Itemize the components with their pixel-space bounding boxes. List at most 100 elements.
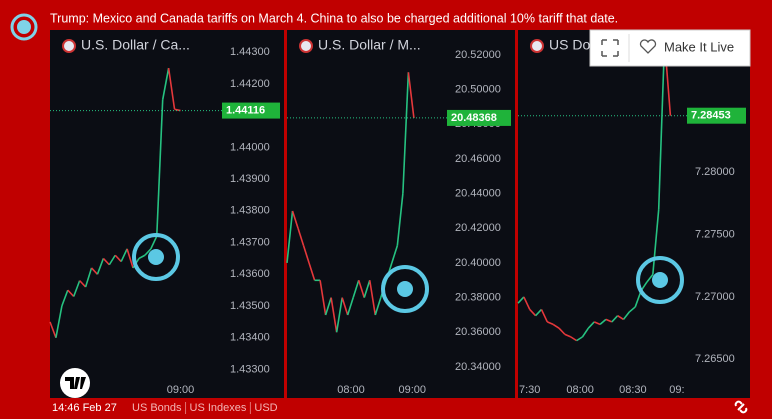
- heart-icon[interactable]: [639, 39, 657, 54]
- last-price-label: 7.28453: [691, 110, 731, 122]
- y-tick-label: 20.50000: [455, 84, 501, 96]
- y-tick-label: 20.36000: [455, 326, 501, 338]
- highlight-ring: [636, 256, 684, 304]
- price-segment: [55, 305, 63, 338]
- y-tick-label: 20.34000: [455, 361, 501, 373]
- price-segment: [102, 257, 110, 266]
- price-segment: [96, 258, 105, 275]
- flag-icon: [530, 39, 544, 53]
- price-segment: [374, 297, 382, 316]
- price-segment: [396, 193, 404, 246]
- panel-bg: [50, 30, 284, 398]
- price-segment: [657, 41, 666, 210]
- price-segment: [120, 248, 128, 262]
- price-segment: [49, 321, 57, 339]
- last-price-tag: [222, 102, 280, 119]
- price-segment: [552, 323, 560, 329]
- price-segment: [652, 209, 660, 275]
- y-tick-label: 1.44000: [230, 141, 270, 153]
- chart-title: U.S. Dollar / M...: [318, 37, 421, 53]
- last-price-label: 20.48368: [451, 112, 497, 124]
- price-segment: [535, 308, 543, 317]
- live-icon-dot: [17, 20, 31, 34]
- price-segment: [79, 280, 87, 288]
- highlight-dot: [397, 281, 413, 297]
- price-segment: [61, 289, 69, 307]
- y-tick-label: 20.52000: [455, 49, 501, 61]
- price-segment: [291, 210, 299, 229]
- price-segment: [402, 72, 410, 194]
- price-segment: [546, 321, 554, 326]
- highlight-ring: [132, 233, 180, 281]
- y-tick-label: 20.44000: [455, 188, 501, 200]
- x-tick-label: 08:30: [619, 384, 647, 396]
- price-segment: [308, 262, 316, 281]
- footer-tag[interactable]: US Bonds: [132, 402, 182, 414]
- price-segment: [581, 327, 590, 338]
- footer-tag[interactable]: USD: [254, 402, 277, 414]
- price-segment: [599, 318, 607, 326]
- price-segment: [628, 306, 636, 313]
- link-icon[interactable]: [734, 400, 748, 414]
- x-tick-label: 09:: [669, 384, 684, 396]
- last-price-tag: [447, 109, 511, 126]
- price-segment: [167, 67, 176, 110]
- y-tick-label: 7.26500: [695, 353, 735, 365]
- highlight-dot: [148, 249, 164, 265]
- y-tick-label: 1.43300: [230, 363, 270, 375]
- x-tick-label: 09:00: [398, 384, 426, 396]
- price-segment: [407, 72, 415, 119]
- y-tick-label: 7.27500: [695, 228, 735, 240]
- price-segment: [540, 309, 549, 323]
- x-tick-label: 09:00: [167, 384, 195, 396]
- y-tick-label: 7.28000: [695, 166, 735, 178]
- flag-icon: [62, 39, 76, 53]
- price-segment: [605, 318, 613, 323]
- expand-icon[interactable]: [601, 39, 619, 57]
- price-segment: [622, 311, 631, 320]
- price-segment: [570, 336, 578, 342]
- y-tick-label: 20.46000: [455, 153, 501, 165]
- price-segment: [346, 297, 354, 316]
- price-segment: [67, 289, 75, 298]
- panel-bg: [518, 30, 750, 398]
- y-tick-label: 1.43600: [230, 268, 270, 280]
- price-segment: [297, 228, 305, 246]
- price-segment: [587, 321, 595, 329]
- y-tick-label: 1.43900: [230, 173, 270, 185]
- popup-box: [589, 29, 751, 67]
- footer-tag[interactable]: US Indexes: [190, 402, 247, 414]
- price-segment: [391, 245, 399, 264]
- price-segment: [363, 280, 371, 298]
- y-tick-label: 20.42000: [455, 222, 501, 234]
- chart-panel: 20.5200020.5000020.4800020.4600020.44000…: [286, 30, 515, 398]
- price-segment: [335, 297, 343, 333]
- price-segment: [72, 280, 81, 297]
- price-segment: [161, 67, 170, 100]
- price-segment: [302, 245, 310, 264]
- y-tick-label: 20.38000: [455, 292, 501, 304]
- chart-panel: 7.28000 7.27500 7.27000 7.26500 7:30 08:00 08:…: [517, 30, 750, 398]
- tv-logo-shape: [65, 377, 86, 389]
- y-tick-label: 1.43500: [230, 300, 270, 312]
- flag-icon: [299, 39, 313, 53]
- price-segment: [517, 296, 525, 304]
- highlight-dot: [652, 272, 668, 288]
- price-segment: [357, 280, 366, 298]
- price-segment: [319, 280, 327, 316]
- price-segment: [523, 296, 531, 310]
- live-icon: [10, 13, 38, 41]
- price-segment: [564, 333, 572, 338]
- x-tick-label: 7:30: [519, 384, 540, 396]
- headline: Trump: Mexico and Canada tariffs on Marc…: [50, 11, 618, 25]
- y-tick-label: 1.44300: [230, 46, 270, 58]
- popup[interactable]: Make It Live: [589, 29, 751, 67]
- x-tick-label: 08:00: [566, 384, 594, 396]
- price-segment: [150, 235, 158, 250]
- price-segment: [138, 254, 146, 260]
- popup-label[interactable]: Make It Live: [664, 39, 734, 54]
- price-segment: [330, 297, 338, 333]
- price-segment: [558, 327, 566, 335]
- footer-time: 14:46 Feb 27: [52, 402, 117, 414]
